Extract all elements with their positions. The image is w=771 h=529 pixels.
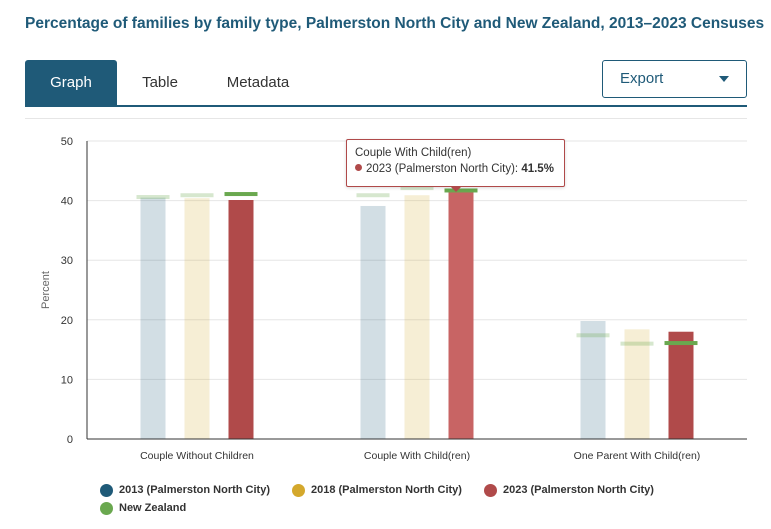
tooltip-pointer bbox=[450, 186, 462, 192]
reference-marker[interactable] bbox=[224, 192, 258, 197]
tooltip-value: 41.5% bbox=[521, 163, 554, 175]
legend-item[interactable]: 2023 (Palmerston North City) bbox=[483, 483, 654, 497]
y-axis-label: Percent bbox=[40, 271, 52, 309]
bar-chart: 0 10 20 30 40 50 Couple Without Children Couple… bbox=[40, 136, 747, 462]
tab-underline bbox=[25, 105, 747, 107]
chart-legend: 2013 (Palmerston North City) 2018 (Palmer… bbox=[100, 482, 740, 518]
y-tick-label: 50 bbox=[61, 136, 73, 148]
bar[interactable] bbox=[448, 191, 474, 439]
chart-tooltip: Couple With Child(ren) 2023 (Palmerston … bbox=[346, 139, 565, 187]
tooltip-series-dot bbox=[355, 164, 362, 171]
x-tick-label: Couple With Child(ren) bbox=[364, 450, 470, 462]
reference-marker[interactable] bbox=[576, 333, 610, 338]
legend-item[interactable]: New Zealand bbox=[100, 501, 187, 515]
view-tabs: Graph Table Metadata bbox=[25, 60, 313, 106]
axes: 0 10 20 30 40 50 Couple Without Children Couple… bbox=[61, 136, 747, 462]
grid-lines bbox=[87, 140, 747, 380]
tab-table[interactable]: Table bbox=[142, 74, 178, 91]
bar[interactable] bbox=[404, 195, 430, 439]
tooltip-series: 2023 (Palmerston North City) bbox=[366, 163, 515, 175]
tooltip-category: Couple With Child(ren) bbox=[355, 147, 472, 159]
legend-label: 2023 (Palmerston North City) bbox=[502, 484, 654, 496]
legend-label: 2013 (Palmerston North City) bbox=[119, 484, 270, 496]
reference-marker[interactable] bbox=[356, 193, 390, 198]
legend-row: 2013 (Palmerston North City) 2018 (Palmer… bbox=[100, 482, 740, 498]
bar[interactable] bbox=[668, 331, 694, 439]
y-tick-label: 0 bbox=[67, 434, 73, 446]
legend-swatch bbox=[100, 483, 113, 497]
tab-graph[interactable]: Graph bbox=[25, 60, 117, 106]
y-tick-label: 40 bbox=[61, 196, 73, 208]
legend-label: 2018 (Palmerston North City) bbox=[310, 484, 462, 496]
bars bbox=[140, 191, 694, 439]
legend-swatch bbox=[100, 501, 113, 515]
bar[interactable] bbox=[228, 200, 254, 439]
export-dropdown[interactable]: Export bbox=[602, 60, 747, 98]
x-tick-label: One Parent With Child(ren) bbox=[574, 450, 701, 462]
reference-marker[interactable] bbox=[620, 341, 654, 346]
export-label: Export bbox=[620, 70, 664, 87]
tab-metadata[interactable]: Metadata bbox=[226, 74, 290, 91]
page-title: Percentage of families by family type, P… bbox=[25, 15, 765, 32]
bar[interactable] bbox=[624, 329, 650, 439]
reference-marker[interactable] bbox=[136, 195, 170, 200]
bar[interactable] bbox=[184, 198, 210, 439]
reference-marker[interactable] bbox=[664, 341, 698, 346]
y-tick-label: 20 bbox=[61, 315, 73, 327]
y-tick-label: 10 bbox=[61, 374, 73, 386]
bar[interactable] bbox=[580, 320, 606, 439]
bar[interactable] bbox=[360, 205, 386, 439]
legend-item[interactable]: 2013 (Palmerston North City) bbox=[100, 483, 270, 497]
chart-panel: 0 10 20 30 40 50 Couple Without Children Couple… bbox=[25, 118, 747, 518]
chevron-down-icon bbox=[719, 76, 729, 82]
reference-marker[interactable] bbox=[180, 193, 214, 198]
y-tick-label: 30 bbox=[61, 255, 73, 267]
legend-item[interactable]: 2018 (Palmerston North City) bbox=[291, 483, 462, 497]
legend-row: New Zealand bbox=[100, 500, 740, 516]
legend-swatch bbox=[291, 483, 305, 497]
bar[interactable] bbox=[140, 197, 166, 439]
legend-label: New Zealand bbox=[119, 502, 187, 514]
legend-swatch bbox=[483, 483, 497, 497]
reference-marker[interactable] bbox=[400, 186, 434, 191]
x-tick-label: Couple Without Children bbox=[140, 450, 254, 462]
